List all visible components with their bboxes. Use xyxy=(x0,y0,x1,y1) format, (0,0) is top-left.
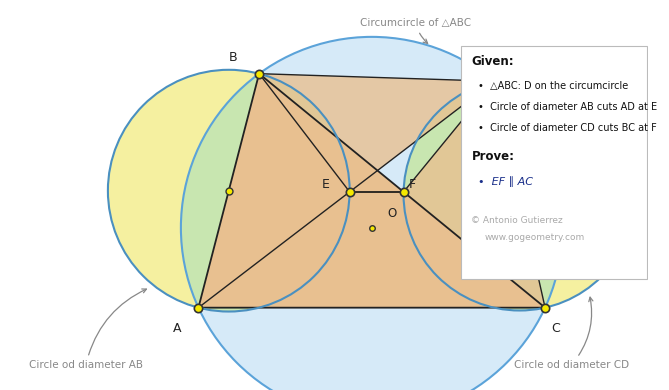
Circle shape xyxy=(108,70,350,312)
Text: Prove:: Prove: xyxy=(472,150,514,163)
Text: E: E xyxy=(321,177,329,191)
Text: F: F xyxy=(409,177,416,191)
Text: Circle od diameter CD: Circle od diameter CD xyxy=(514,297,629,370)
Text: D: D xyxy=(500,61,509,74)
Text: www.gogeometry.com: www.gogeometry.com xyxy=(484,233,585,242)
Text: Circumcircle of △ABC: Circumcircle of △ABC xyxy=(359,18,471,43)
Text: C: C xyxy=(551,322,560,335)
Text: •  EF ∥ AC: • EF ∥ AC xyxy=(478,176,533,186)
Text: O: O xyxy=(387,207,397,220)
Text: Given:: Given: xyxy=(472,55,514,68)
Text: A: A xyxy=(173,322,181,335)
Polygon shape xyxy=(199,74,545,308)
Text: © Antonio Gutierrez: © Antonio Gutierrez xyxy=(472,216,563,225)
Circle shape xyxy=(181,37,563,390)
Text: •  Circle of diameter AB cuts AD at E: • Circle of diameter AB cuts AD at E xyxy=(478,102,658,112)
Text: •  Circle of diameter CD cuts BC at F: • Circle of diameter CD cuts BC at F xyxy=(478,123,657,133)
Circle shape xyxy=(403,78,636,310)
Polygon shape xyxy=(199,74,494,308)
Text: Circle od diameter AB: Circle od diameter AB xyxy=(29,289,147,370)
Circle shape xyxy=(403,78,636,310)
FancyBboxPatch shape xyxy=(461,46,646,279)
Text: B: B xyxy=(229,51,237,64)
Circle shape xyxy=(108,70,350,312)
Text: •  △ABC: D on the circumcircle: • △ABC: D on the circumcircle xyxy=(478,81,629,91)
Polygon shape xyxy=(403,81,545,308)
